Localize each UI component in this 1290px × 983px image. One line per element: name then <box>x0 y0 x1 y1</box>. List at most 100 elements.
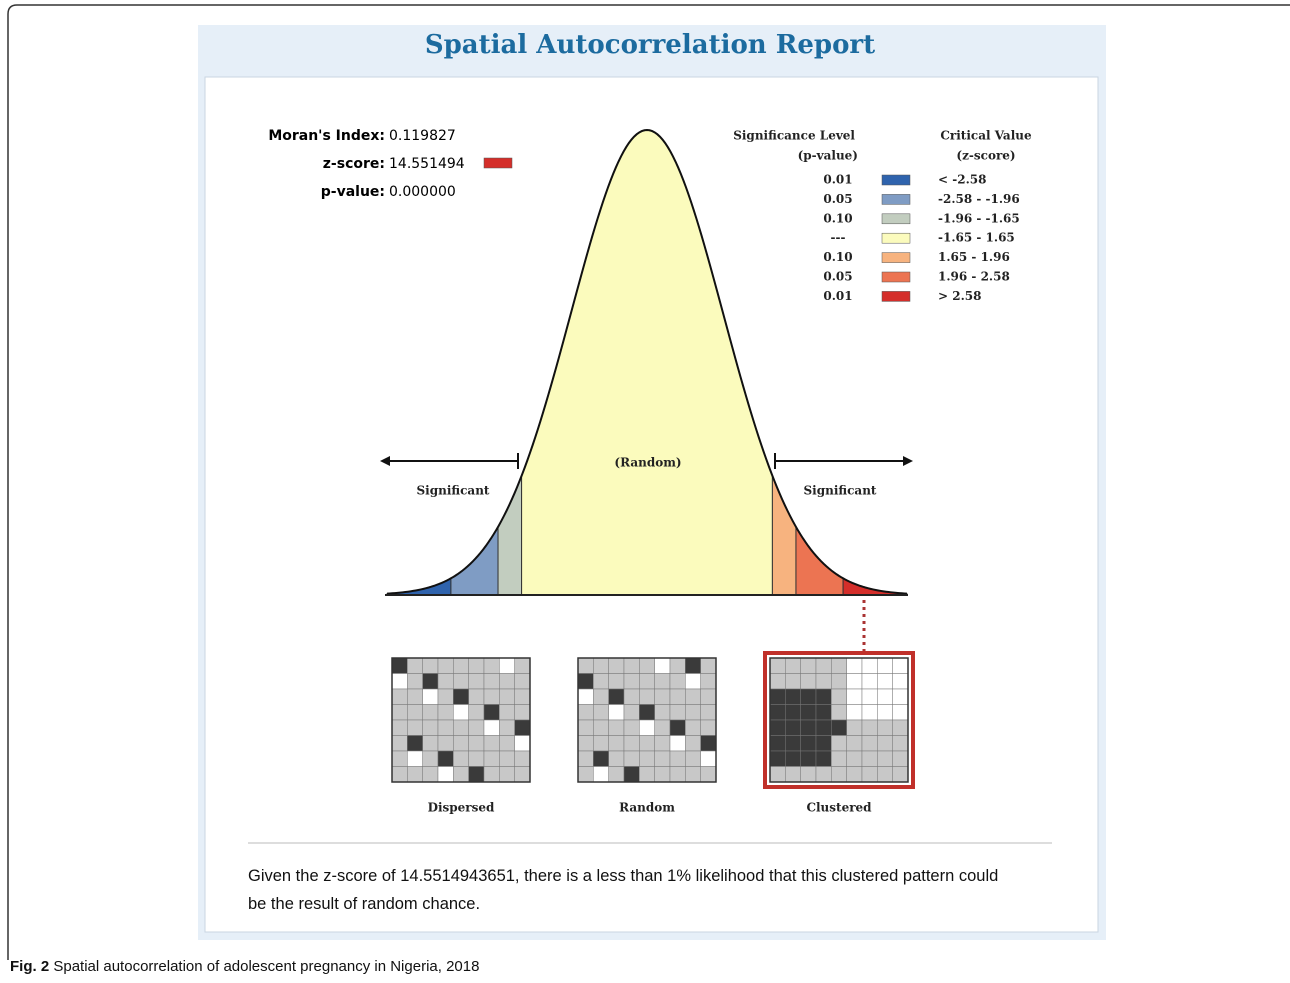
map-cell <box>593 720 608 736</box>
map-cell <box>847 767 862 783</box>
map-cell <box>847 705 862 721</box>
map-cell <box>685 705 700 721</box>
map-cell <box>407 751 422 767</box>
pattern-label: Clustered <box>806 801 872 815</box>
map-cell <box>469 689 484 705</box>
map-cell <box>423 674 438 690</box>
legend-p: 0.01 <box>823 289 852 303</box>
map-cell <box>484 751 499 767</box>
map-cell <box>816 705 831 721</box>
map-cell <box>847 674 862 690</box>
map-cell <box>655 736 670 752</box>
map-cell <box>453 720 468 736</box>
map-cell <box>593 674 608 690</box>
legend-z: < -2.58 <box>938 173 986 187</box>
map-cell <box>499 736 514 752</box>
caption-label: Fig. 2 <box>10 958 49 975</box>
map-cell <box>785 674 800 690</box>
legend-z: > 2.58 <box>938 289 981 303</box>
map-cell <box>593 689 608 705</box>
map-cell <box>862 674 877 690</box>
map-cell <box>453 689 468 705</box>
map-cell <box>438 720 453 736</box>
map-cell <box>701 767 716 783</box>
map-cell <box>593 705 608 721</box>
map-cell <box>831 736 846 752</box>
map-cell <box>423 658 438 674</box>
summary: Given the z-score of 14.5514943651, ther… <box>248 862 1018 918</box>
caption: Fig. 2 Spatial autocorrelation of adoles… <box>10 958 479 975</box>
map-cell <box>877 658 892 674</box>
map-cell <box>701 689 716 705</box>
map-cell <box>685 751 700 767</box>
map-cell <box>515 736 530 752</box>
map-cell <box>847 720 862 736</box>
map-cell <box>770 720 785 736</box>
map-cell <box>453 658 468 674</box>
map-cell <box>801 751 816 767</box>
map-cell <box>438 658 453 674</box>
map-cell <box>469 751 484 767</box>
map-cell <box>877 736 892 752</box>
map-cell <box>469 674 484 690</box>
map-cell <box>469 736 484 752</box>
map-cell <box>515 751 530 767</box>
legend-p: --- <box>831 231 846 245</box>
map-cell <box>624 674 639 690</box>
legend-swatch <box>882 175 910 185</box>
map-cell <box>609 658 624 674</box>
map-cell <box>655 720 670 736</box>
map-cell <box>670 767 685 783</box>
map-cell <box>484 705 499 721</box>
legend-z: -2.58 - -1.96 <box>938 192 1020 206</box>
map-cell <box>877 751 892 767</box>
map-cell <box>499 767 514 783</box>
map-cell <box>499 658 514 674</box>
map-cell <box>515 767 530 783</box>
map-cell <box>862 751 877 767</box>
map-cell <box>770 736 785 752</box>
map-cell <box>624 751 639 767</box>
map-cell <box>785 705 800 721</box>
map-cell <box>499 674 514 690</box>
legend-p: 0.05 <box>823 270 852 284</box>
legend-swatch <box>882 253 910 263</box>
map-cell <box>862 736 877 752</box>
legend-z: -1.65 - 1.65 <box>938 231 1015 245</box>
map-cell <box>392 767 407 783</box>
map-cell <box>392 705 407 721</box>
map-cell <box>407 767 422 783</box>
map-cell <box>609 720 624 736</box>
map-cell <box>484 689 499 705</box>
map-cell <box>847 736 862 752</box>
map-cell <box>423 689 438 705</box>
map-cell <box>770 705 785 721</box>
map-cell <box>438 689 453 705</box>
map-cell <box>453 751 468 767</box>
map-cell <box>407 674 422 690</box>
map-cell <box>423 767 438 783</box>
map-cell <box>469 658 484 674</box>
map-cell <box>655 705 670 721</box>
map-cell <box>438 767 453 783</box>
map-cell <box>831 674 846 690</box>
map-cell <box>670 658 685 674</box>
curve-label: Significant <box>417 484 490 498</box>
legend-header: (p-value) <box>798 149 858 163</box>
map-cell <box>701 751 716 767</box>
legend-p: 0.05 <box>823 192 852 206</box>
map-cell <box>453 674 468 690</box>
map-cell <box>469 705 484 721</box>
map-cell <box>423 705 438 721</box>
legend-z: 1.96 - 2.58 <box>938 270 1010 284</box>
legend-header: Significance Level <box>733 129 855 143</box>
map-cell <box>438 736 453 752</box>
map-cell <box>438 705 453 721</box>
map-cell <box>670 736 685 752</box>
map-cell <box>624 736 639 752</box>
map-cell <box>639 689 654 705</box>
map-cell <box>609 751 624 767</box>
map-cell <box>438 751 453 767</box>
map-cell <box>685 674 700 690</box>
map-cell <box>423 751 438 767</box>
